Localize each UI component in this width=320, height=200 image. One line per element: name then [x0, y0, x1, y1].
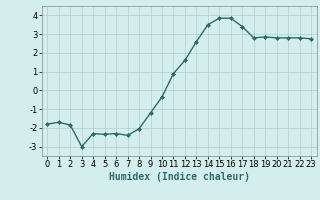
X-axis label: Humidex (Indice chaleur): Humidex (Indice chaleur) [109, 172, 250, 182]
